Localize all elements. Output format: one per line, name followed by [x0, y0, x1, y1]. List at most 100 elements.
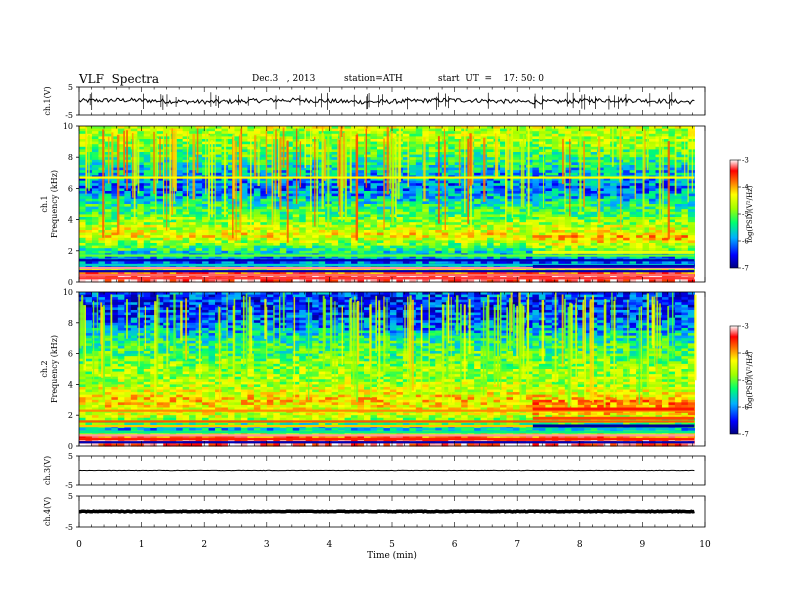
- psd-cell: [182, 178, 190, 182]
- psd-cell: [655, 245, 663, 249]
- psd-cell: [642, 224, 650, 228]
- psd-cell: [79, 196, 87, 200]
- psd-cell: [383, 240, 391, 244]
- psd-cell: [487, 141, 495, 145]
- psd-cell: [674, 243, 683, 247]
- psd-cell: [195, 232, 203, 236]
- psd-cell: [564, 217, 572, 221]
- psd-cell: [415, 196, 423, 200]
- psd-cell: [448, 201, 456, 205]
- psd-cell: [266, 188, 274, 192]
- psd-cell: [577, 235, 585, 239]
- psd-cell: [182, 250, 190, 254]
- psd-cell: [312, 154, 320, 158]
- psd-cell: [668, 128, 676, 132]
- psd-cell: [286, 193, 294, 197]
- psd-cell: [610, 178, 618, 182]
- psd-cell: [525, 230, 534, 234]
- psd-cell: [674, 211, 683, 215]
- psd-cell: [681, 227, 689, 231]
- psd-cell: [668, 157, 676, 161]
- psd-cell: [215, 198, 223, 202]
- psd-cell: [454, 165, 462, 169]
- psd-cell: [506, 193, 514, 197]
- psd-cell: [538, 243, 546, 247]
- psd-cell: [402, 240, 410, 244]
- psd-cell: [79, 248, 87, 252]
- psd-cell: [234, 191, 242, 195]
- psd-cell: [674, 214, 683, 218]
- psd-cell: [636, 219, 644, 223]
- psd-cell: [422, 131, 430, 135]
- psd-cell: [422, 232, 430, 236]
- psd-cell: [286, 204, 294, 208]
- psd-cell: [668, 224, 676, 228]
- psd-cell: [351, 154, 359, 158]
- psd-cell: [616, 248, 624, 252]
- psd-cell: [448, 224, 456, 228]
- psd-cell: [428, 178, 436, 182]
- psd-cell: [98, 219, 106, 223]
- psd-cell: [668, 180, 676, 184]
- psd-cell: [221, 240, 229, 244]
- psd-cell: [512, 193, 521, 197]
- psd-cell: [312, 165, 320, 169]
- psd-cell: [156, 188, 164, 192]
- psd-cell: [603, 152, 611, 156]
- psd-cell: [545, 217, 553, 221]
- psd-cell: [649, 211, 657, 215]
- psd-cell: [351, 157, 359, 161]
- psd-cell: [143, 157, 151, 161]
- psd-cell: [344, 206, 352, 210]
- psd-cell: [195, 188, 203, 192]
- psd-cell: [150, 250, 158, 254]
- psd-cell: [344, 178, 352, 182]
- psd-cell: [441, 232, 449, 236]
- psd-cell: [215, 167, 223, 171]
- psd-cell: [435, 222, 443, 226]
- psd-cell: [331, 206, 339, 210]
- psd-cell: [305, 144, 313, 148]
- psd-cell: [215, 131, 223, 135]
- psd-cell: [376, 165, 385, 169]
- psd-cell: [538, 219, 546, 223]
- psd-cell: [357, 256, 365, 260]
- psd-cell: [79, 178, 87, 182]
- psd-cell: [91, 136, 100, 140]
- psd-cell: [448, 191, 456, 195]
- psd-cell: [687, 172, 695, 176]
- psd-cell: [558, 230, 566, 234]
- psd-cell: [227, 237, 236, 241]
- psd-cell: [156, 230, 164, 234]
- psd-cell: [176, 211, 184, 215]
- psd-cell: [195, 128, 203, 132]
- psd-cell: [454, 211, 462, 215]
- psd-cell: [169, 243, 177, 247]
- psd-cell: [590, 224, 598, 228]
- psd-cell: [344, 240, 352, 244]
- psd-cell: [545, 152, 553, 156]
- psd-cell: [312, 256, 320, 260]
- psd-cell: [195, 196, 203, 200]
- psd-cell: [383, 211, 391, 215]
- psd-cell: [383, 256, 391, 260]
- psd-cell: [253, 256, 261, 260]
- psd-cell: [512, 144, 521, 148]
- psd-cell: [137, 211, 145, 215]
- psd-cell: [642, 183, 650, 187]
- psd-cell: [545, 167, 553, 171]
- psd-cell: [571, 183, 579, 187]
- psd-cell: [260, 224, 268, 228]
- psd-cell: [415, 126, 423, 130]
- psd-cell: [195, 131, 203, 135]
- psd-cell: [364, 256, 372, 260]
- psd-cell: [584, 178, 592, 182]
- psd-cell: [351, 256, 359, 260]
- psd-cell: [571, 152, 579, 156]
- psd-cell: [286, 141, 294, 145]
- psd-cell: [428, 154, 436, 158]
- psd-cell: [661, 243, 670, 247]
- psd-cell: [376, 230, 385, 234]
- psd-cell: [79, 152, 87, 156]
- psd-cell: [376, 131, 385, 135]
